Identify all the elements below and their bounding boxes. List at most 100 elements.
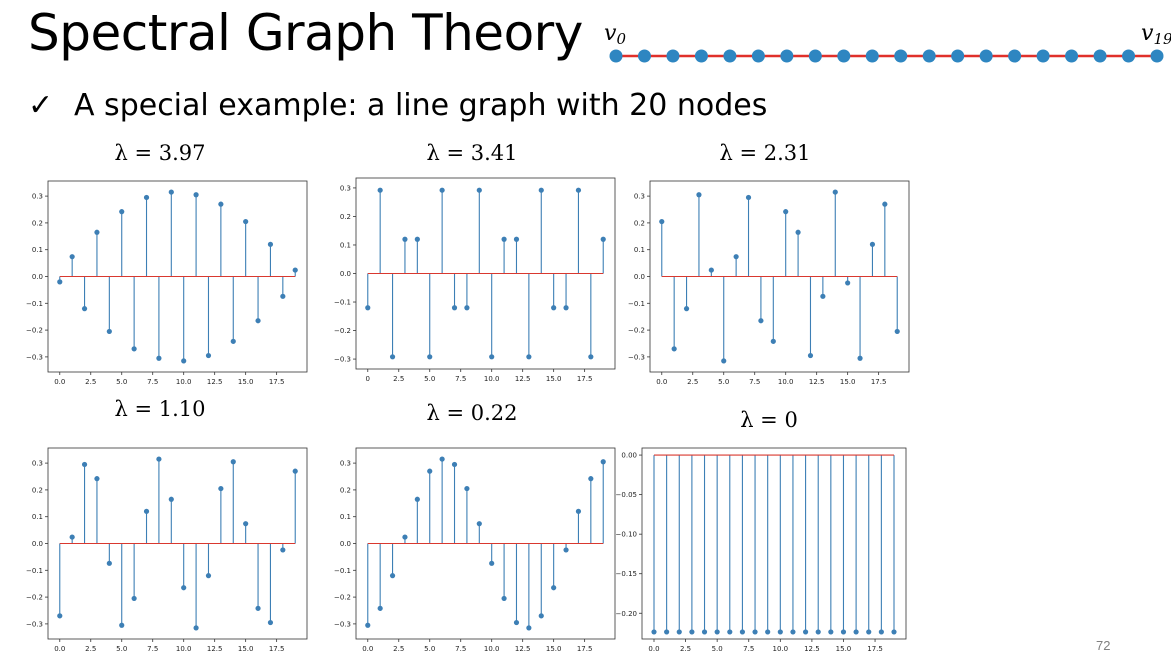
graph-node bbox=[694, 49, 708, 63]
eigenvector-plot-5: 0.3 0.2 0.1 0.0 −0.1 −0.2 −0.3 0.0 2.5 5.0 7.5 10.0… bbox=[334, 447, 616, 653]
x-tick-label: 12.5 bbox=[207, 378, 223, 386]
eigenvector-plot-3: 0.3 0.2 0.1 0.0 −0.1 −0.2 −0.3 0.0 2.5 5.0 7.5 10.0… bbox=[628, 180, 910, 386]
x-tick-label: 0.0 bbox=[54, 645, 65, 653]
stem-marker bbox=[752, 629, 758, 635]
stem-marker bbox=[758, 318, 764, 324]
stem-marker bbox=[267, 241, 274, 247]
stem-marker bbox=[727, 629, 733, 635]
stem-marker bbox=[476, 521, 482, 527]
stem-marker bbox=[292, 267, 298, 273]
x-tick-label: 7.5 bbox=[455, 375, 466, 383]
x-tick-label: 15.0 bbox=[546, 375, 562, 383]
graph-node bbox=[780, 49, 794, 63]
stem-marker bbox=[106, 560, 112, 566]
stem-marker bbox=[267, 619, 274, 626]
y-tick-label: −0.2 bbox=[334, 594, 351, 602]
stem-marker bbox=[651, 629, 657, 635]
y-tick-label: −0.3 bbox=[334, 356, 351, 364]
stem-marker bbox=[790, 629, 796, 635]
stem-marker bbox=[832, 189, 838, 195]
end-node-label: v19 bbox=[1141, 21, 1171, 48]
y-tick-label: 0.2 bbox=[340, 486, 351, 494]
stem-marker bbox=[575, 508, 582, 514]
stem-marker bbox=[389, 354, 396, 360]
stem-marker bbox=[464, 485, 470, 492]
graph-node bbox=[808, 49, 822, 63]
x-tick-label: 2.5 bbox=[393, 645, 404, 653]
stem-marker bbox=[807, 352, 814, 359]
bullet-text: A special example: a line graph with 20 … bbox=[74, 88, 768, 123]
stem-marker bbox=[526, 354, 532, 360]
y-tick-label: −0.05 bbox=[616, 491, 637, 499]
stem-marker bbox=[891, 629, 897, 635]
eigenvector-plot-4: 0.3 0.2 0.1 0.0 −0.1 −0.2 −0.3 0.0 2.5 5.0 7.5 10.0… bbox=[26, 447, 308, 653]
eigenvalue-label-4: λ = 1.10 bbox=[114, 397, 206, 421]
eigenvalue-label-1: λ = 3.97 bbox=[114, 141, 206, 165]
stem-marker bbox=[563, 305, 569, 311]
stem-marker bbox=[230, 338, 236, 344]
bullet-point: ✓ A special example: a line graph with 20… bbox=[28, 88, 767, 123]
stem-marker bbox=[427, 468, 433, 474]
x-tick-label: 2.5 bbox=[85, 378, 96, 386]
y-tick-label: −0.1 bbox=[26, 300, 43, 308]
stem-marker bbox=[795, 229, 801, 235]
x-tick-label: 10.0 bbox=[484, 645, 500, 653]
graph-node bbox=[979, 49, 993, 63]
graph-node bbox=[894, 49, 908, 63]
y-tick-label: −0.2 bbox=[26, 594, 43, 602]
stem-marker bbox=[770, 338, 776, 344]
stem-marker bbox=[783, 209, 789, 215]
x-tick-label: 15.0 bbox=[840, 378, 856, 386]
x-tick-label: 17.5 bbox=[871, 378, 887, 386]
stem-marker bbox=[551, 305, 557, 311]
x-tick-label: 7.5 bbox=[455, 645, 466, 653]
x-tick-label: 0.0 bbox=[54, 378, 65, 386]
stem-marker bbox=[551, 585, 557, 591]
graph-node bbox=[922, 49, 936, 63]
stem-marker bbox=[857, 355, 863, 361]
y-tick-label: −0.10 bbox=[616, 531, 637, 539]
start-node-label: v0 bbox=[604, 21, 626, 48]
eigenvector-plot-6: 0.00 −0.05 −0.10 −0.15 −0.20 0.0 2.5 5.0 7.5 10.0… bbox=[616, 447, 907, 653]
y-tick-label: −0.3 bbox=[334, 620, 351, 628]
x-tick-label: 17.5 bbox=[269, 645, 285, 653]
stem-marker bbox=[878, 629, 884, 635]
y-tick-label: 0.0 bbox=[340, 540, 351, 548]
stem-marker bbox=[193, 192, 199, 198]
stem-marker bbox=[156, 355, 162, 361]
x-tick-label: 5.0 bbox=[718, 378, 729, 386]
y-tick-label: −0.20 bbox=[616, 610, 637, 618]
y-tick-label: 0.0 bbox=[32, 540, 43, 548]
stem-marker bbox=[181, 585, 187, 591]
stem-marker bbox=[255, 605, 261, 611]
x-tick-label: 10.0 bbox=[176, 645, 192, 653]
stem-marker bbox=[489, 560, 495, 566]
stem-marker bbox=[476, 187, 482, 193]
stem-marker bbox=[866, 629, 872, 635]
y-tick-label: −0.1 bbox=[334, 567, 351, 575]
stem-marker bbox=[402, 236, 408, 242]
graph-node bbox=[951, 49, 965, 63]
stem-marker bbox=[168, 189, 174, 195]
stem-marker bbox=[489, 354, 495, 360]
y-tick-label: −0.1 bbox=[628, 300, 645, 308]
stem-marker bbox=[513, 236, 520, 242]
eigenvalue-label-5: λ = 0.22 bbox=[426, 401, 518, 425]
y-tick-label: 0.2 bbox=[32, 486, 43, 494]
x-tick-label: 0.0 bbox=[648, 645, 659, 653]
x-tick-label: 12.5 bbox=[515, 645, 531, 653]
x-tick-label: 17.5 bbox=[577, 375, 593, 383]
stem-marker bbox=[243, 521, 249, 527]
stem-marker bbox=[243, 218, 249, 225]
stem-marker bbox=[600, 236, 606, 242]
stem-marker bbox=[94, 229, 100, 235]
stem-marker bbox=[538, 187, 544, 193]
y-tick-label: 0.0 bbox=[634, 273, 645, 281]
y-tick-label: 0.2 bbox=[32, 219, 43, 227]
stem-marker bbox=[81, 461, 88, 468]
graph-node bbox=[1065, 49, 1079, 63]
x-tick-label: 15.0 bbox=[238, 645, 254, 653]
x-tick-label: 17.5 bbox=[867, 645, 883, 653]
x-tick-label: 5.0 bbox=[424, 645, 435, 653]
stem-marker bbox=[205, 573, 212, 579]
